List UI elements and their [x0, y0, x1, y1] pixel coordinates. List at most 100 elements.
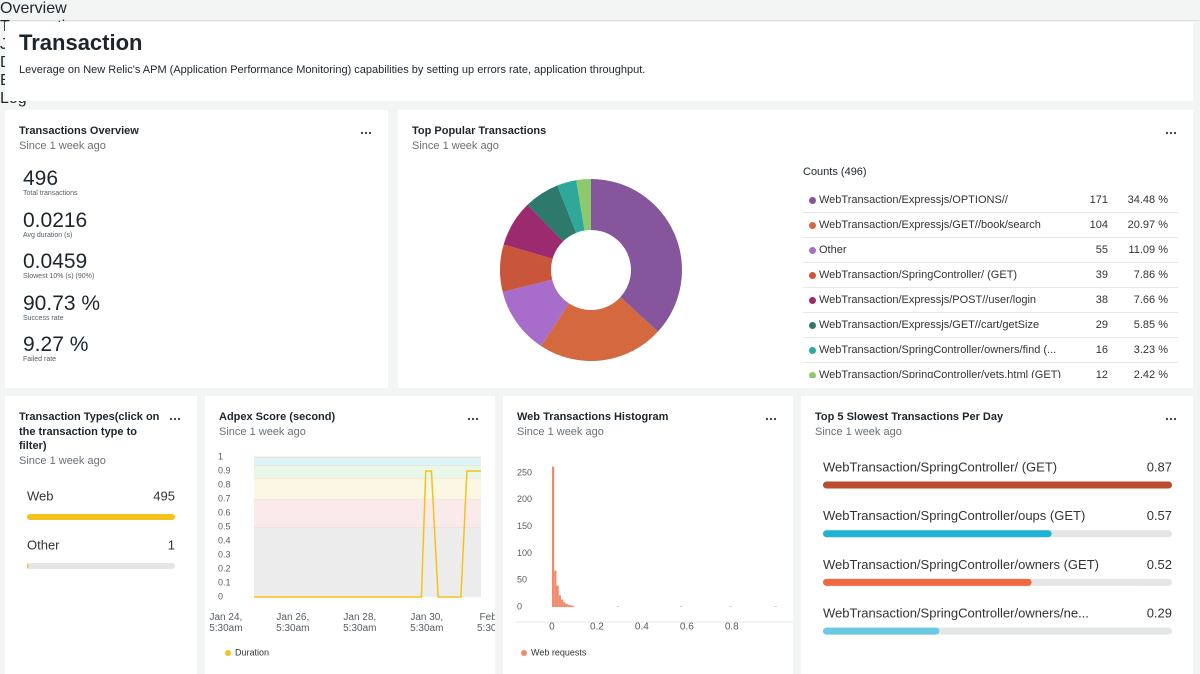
histogram-bar — [554, 571, 556, 607]
histogram-bar — [563, 602, 565, 607]
panel-head: Web Transactions HistogramSince 1 week a… — [517, 410, 668, 439]
legend-swatch — [809, 322, 816, 329]
bar-value: 0.52 — [1147, 557, 1172, 572]
legend-percent: 3.23 % — [1134, 344, 1168, 356]
legend-swatch — [521, 650, 527, 656]
threshold-band — [254, 478, 481, 499]
histogram-bar — [572, 606, 574, 607]
panel-subtitle: Since 1 week ago — [815, 425, 1003, 440]
popular-panel: Top Popular TransactionsSince 1 week ago… — [398, 110, 1193, 388]
legend-row[interactable]: WebTransaction/Expressjs/GET//cart/getSi… — [803, 313, 1178, 338]
panel-subtitle: Since 1 week ago — [219, 425, 335, 440]
bar[interactable] — [27, 563, 29, 569]
panel-title: Top Popular Transactions — [412, 124, 546, 139]
panel-menu[interactable] — [765, 417, 777, 421]
panel-title: Transactions Overview — [19, 124, 139, 139]
menu-dot — [476, 418, 478, 420]
legend-row[interactable]: Other5511.09 % — [803, 238, 1178, 263]
histogram-bar — [568, 605, 570, 607]
menu-dot — [1174, 132, 1176, 134]
stat-value: 496 — [23, 168, 100, 190]
histogram-bar — [775, 606, 777, 607]
legend-count: 38 — [1096, 294, 1108, 306]
y-tick-label: 100 — [517, 548, 532, 558]
legend-row[interactable]: WebTransaction/Expressjs/POST//user/logi… — [803, 288, 1178, 313]
legend-swatch — [809, 372, 816, 378]
legend-table: WebTransaction/Expressjs/OPTIONS//17134.… — [803, 188, 1178, 378]
histogram-panel: 05010015020025000.20.40.60.8Web requests… — [503, 396, 793, 674]
stat-value: 0.0216 — [23, 210, 100, 232]
panel-menu[interactable] — [1165, 131, 1177, 135]
stat-label: Success rate — [23, 315, 100, 322]
panel-menu[interactable] — [1165, 417, 1177, 421]
legend-name: WebTransaction/SpringController/owners/f… — [819, 344, 1056, 356]
legend-row[interactable]: WebTransaction/Expressjs/OPTIONS//17134.… — [803, 188, 1178, 213]
legend-count: 39 — [1096, 269, 1108, 281]
legend-row[interactable]: WebTransaction/SpringController/ (GET)39… — [803, 263, 1178, 288]
bar[interactable] — [823, 628, 939, 635]
tab[interactable]: Overview — [0, 0, 1200, 18]
legend-name: WebTransaction/Expressjs/POST//user/logi… — [819, 294, 1036, 306]
legend-row[interactable]: WebTransaction/Expressjs/GET//book/searc… — [803, 213, 1178, 238]
overview-panel: Transactions Overview Since 1 week ago 4… — [5, 110, 388, 388]
bar-track — [27, 563, 175, 569]
bar[interactable] — [823, 579, 1032, 586]
menu-dot — [1170, 418, 1172, 420]
panel-head: Adpex Score (second)Since 1 week ago — [219, 410, 335, 439]
threshold-band — [254, 457, 481, 465]
histogram-bar — [561, 600, 563, 608]
y-tick-label: 1 — [218, 451, 223, 461]
x-tick-label: 0 — [549, 622, 555, 633]
legend-row[interactable]: WebTransaction/SpringController/owners/f… — [803, 338, 1178, 363]
bar[interactable] — [823, 530, 1052, 537]
legend-swatch — [809, 347, 816, 354]
panel-menu[interactable] — [467, 417, 479, 421]
bar[interactable] — [27, 514, 175, 520]
x-tick-label: Feb 1, 5:30am — [471, 612, 495, 634]
types-panel: Web495Other1Transaction Types(click on t… — [5, 396, 197, 674]
legend-swatch — [809, 222, 816, 229]
panel-subtitle: Since 1 week ago — [517, 425, 668, 440]
bar-value: 1 — [168, 537, 175, 552]
threshold-band — [254, 527, 481, 597]
menu-dot — [1166, 132, 1168, 134]
panel-subtitle: Since 1 week ago — [412, 139, 546, 154]
histogram-bar — [559, 595, 561, 607]
panel-title: Adpex Score (second) — [219, 410, 335, 425]
legend-name: WebTransaction/Expressjs/GET//cart/getSi… — [819, 319, 1039, 331]
panel-menu[interactable] — [360, 131, 372, 135]
y-tick-label: 0 — [517, 601, 522, 611]
x-tick-label: 0.2 — [590, 622, 604, 633]
stat-label: Failed rate — [23, 356, 100, 363]
x-tick-label: 0.6 — [680, 622, 694, 633]
histogram-bar — [565, 604, 567, 607]
bar-value: 0.29 — [1147, 606, 1172, 621]
stat: 9.27 %Failed rate — [23, 334, 100, 376]
threshold-band — [254, 499, 481, 527]
legend-percent: 5.85 % — [1134, 319, 1168, 331]
bar-label: Other — [27, 537, 60, 552]
bar-label: WebTransaction/SpringController/owners/n… — [823, 606, 1089, 621]
panel-head: Transactions Overview Since 1 week ago — [19, 124, 139, 153]
x-tick-label: Jan 26, 5:30am — [270, 612, 316, 634]
menu-dot — [472, 418, 474, 420]
y-tick-label: 250 — [517, 467, 532, 477]
menu-dot — [369, 132, 371, 134]
legend-title: Counts (496) — [803, 166, 867, 178]
panel-title: Transaction Types(click on the transacti… — [19, 410, 164, 454]
panel-menu[interactable] — [169, 417, 181, 421]
stat: 496Total transactions — [23, 168, 100, 210]
stat: 0.0459Slowest 10% (s) (90%) — [23, 251, 100, 293]
legend-name: Other — [819, 244, 847, 256]
histogram-bar — [552, 467, 554, 607]
stat-value: 9.27 % — [23, 334, 100, 356]
menu-dot — [770, 418, 772, 420]
y-tick-label: 0 — [218, 591, 223, 601]
menu-dot — [365, 132, 367, 134]
page-description: Leverage on New Relic's APM (Application… — [19, 64, 645, 76]
legend-row[interactable]: WebTransaction/SpringController/vets.htm… — [803, 363, 1178, 378]
stat-label: Avg duration (s) — [23, 232, 100, 239]
legend-swatch — [809, 297, 816, 304]
bar[interactable] — [823, 482, 1172, 489]
